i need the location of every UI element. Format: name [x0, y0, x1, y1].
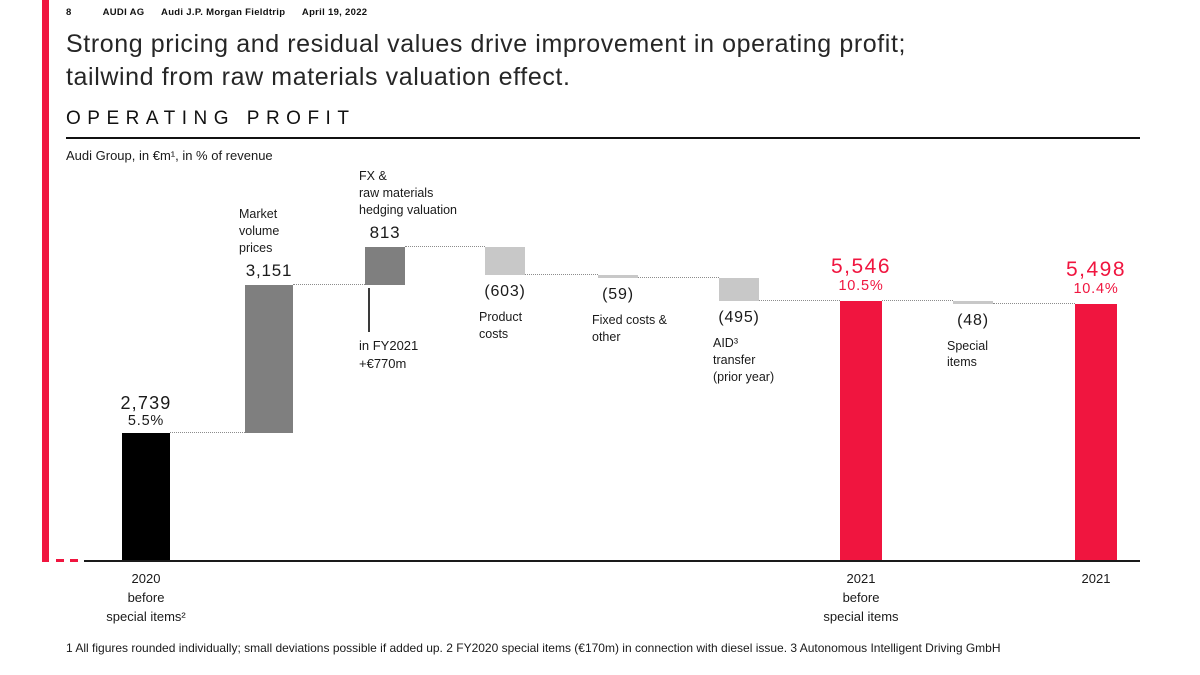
value-label-fx-raw-materials-hedging: 813 — [369, 222, 401, 242]
pct-label-2021-before-special-items: 10.5% — [838, 278, 884, 295]
value-label-2021-before-special-items: 5,546 — [830, 255, 892, 279]
waterfall-connector — [882, 300, 953, 302]
header-company: AUDI AG — [102, 7, 145, 18]
slide-title: Strong pricing and residual values drive… — [66, 30, 907, 91]
value-label-special-items: (48) — [957, 311, 989, 329]
bar-2021 — [1075, 303, 1117, 562]
axis-label-2021-before-special-items: 2021 before special items — [823, 571, 899, 624]
value-label-fixed-costs-other: (59) — [602, 286, 634, 304]
bar-product-costs — [485, 246, 525, 276]
waterfall-connector — [293, 284, 365, 286]
value-label-2021: 5,498 — [1065, 257, 1127, 281]
waterfall-connector — [993, 302, 1075, 304]
axis-label-2021: 2021 — [1081, 571, 1111, 586]
name-label-fixed-costs-other: Fixed costs & other — [592, 313, 668, 344]
header-event: Audi J.P. Morgan Fieldtrip — [161, 7, 286, 18]
bar-2020-before-special-items — [122, 433, 170, 562]
waterfall-connector — [170, 432, 245, 434]
bar-2021-before-special-items — [840, 301, 882, 562]
pct-label-2021: 10.4% — [1073, 280, 1119, 297]
footnote: 1 All figures rounded individually; smal… — [66, 641, 1001, 655]
name-label-fx-raw-materials-hedging: FX & raw materials hedging valuation — [359, 168, 457, 217]
waterfall-connector — [525, 274, 598, 276]
waterfall-connector — [759, 300, 840, 302]
x-axis-red-dashes — [56, 559, 82, 562]
bar-fx-raw-materials-hedging — [365, 246, 405, 286]
value-label-product-costs: (603) — [484, 283, 526, 301]
waterfall-connector — [405, 245, 485, 247]
bar-special-items — [953, 301, 993, 304]
bar-aid-transfer — [719, 278, 759, 302]
waterfall-connector — [638, 277, 719, 279]
slide-header: 8 AUDI AG Audi J.P. Morgan Fieldtrip Apr… — [66, 7, 381, 18]
name-label-market-volume-prices: Market volume prices — [239, 207, 280, 255]
bar-fixed-costs-other — [598, 275, 638, 279]
axis-label-2020-before-special-items: 2020 before special items² — [106, 571, 186, 624]
bar-market-volume-prices — [245, 285, 293, 434]
value-label-2020-before-special-items: 2,739 — [120, 393, 172, 414]
header-date: April 19, 2022 — [301, 7, 368, 18]
red-accent-bar — [42, 0, 49, 562]
chart-subtitle: Audi Group, in €m¹, in % of revenue — [66, 148, 273, 163]
name-label-product-costs: Product costs — [479, 310, 523, 342]
value-label-aid-transfer: (495) — [718, 309, 760, 327]
name-label-aid-transfer: AID³ transfer (prior year) — [713, 336, 775, 385]
annotation-line-fx-raw-materials-hedging — [368, 288, 370, 333]
pct-label-2020-before-special-items: 5.5% — [127, 413, 165, 430]
annotation-fx-raw-materials-hedging: in FY2021 +€770m — [359, 338, 419, 371]
x-axis-line — [84, 560, 1140, 562]
section-heading: OPERATING PROFIT — [66, 108, 1140, 139]
value-label-market-volume-prices: 3,151 — [245, 261, 293, 281]
name-label-special-items: Special items — [947, 338, 988, 370]
page-number: 8 — [66, 7, 72, 18]
